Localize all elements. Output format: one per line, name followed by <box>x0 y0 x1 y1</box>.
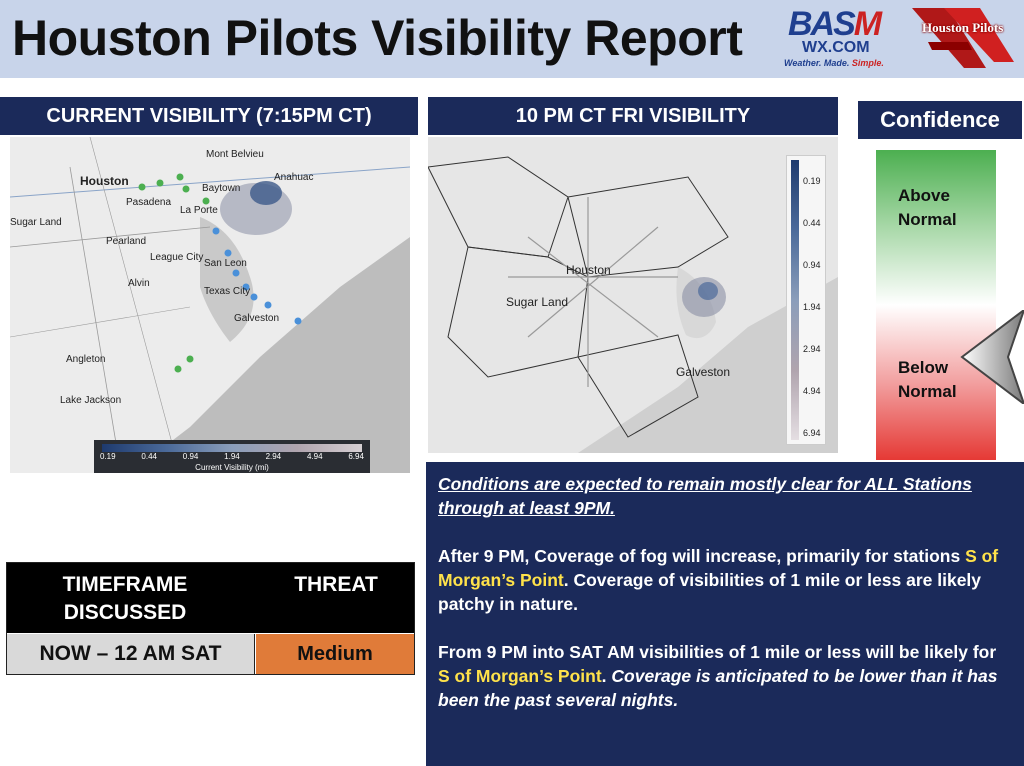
houston-pilots-logo-mark <box>912 8 1014 68</box>
legend-tick: 4.94 <box>803 386 821 396</box>
map-label: Alvin <box>128 278 150 289</box>
map-label: Galveston <box>676 365 731 379</box>
map-label: Lake Jackson <box>60 395 122 406</box>
map-label: Galveston <box>234 313 280 324</box>
confidence-above-label: Above Normal <box>898 186 957 229</box>
page-title: Houston Pilots Visibility Report <box>12 10 743 66</box>
discussion-paragraph-3: From 9 PM into SAT AM visibilities of 1 … <box>438 640 1012 712</box>
threat-column-header: THREAT <box>294 573 378 596</box>
header: Houston Pilots Visibility Report BASM WX… <box>0 0 1024 78</box>
map-label: League City <box>150 252 204 263</box>
confidence-banner: Confidence <box>858 101 1022 139</box>
map-label: Mont Belvieu <box>206 149 264 160</box>
legend-tick: 4.94 <box>306 452 323 461</box>
basm-logo-tagline: Weather. Made. Simple. <box>784 58 884 68</box>
map-label: San Leon <box>204 258 247 269</box>
legend-tick: 6.94 <box>348 452 364 461</box>
legend-color-bar <box>102 444 362 452</box>
legend-tick: 2.94 <box>803 344 821 354</box>
legend-tick: 2.94 <box>265 452 282 461</box>
map-label: Pasadena <box>126 197 172 208</box>
basm-logo-wordmark: BASM <box>788 5 882 43</box>
legend-tick: 0.19 <box>100 452 116 461</box>
timeframe-column-header: TIMEFRAME DISCUSSED <box>62 573 188 624</box>
discussion-text: . Coverage of visibilities of 1 mile or … <box>438 570 982 614</box>
map-label: Pearland <box>106 236 147 247</box>
map-label: Angleton <box>66 354 106 365</box>
current-visibility-banner: CURRENT VISIBILITY (7:15PM CT) <box>0 97 418 135</box>
map-label: Texas City <box>204 286 251 297</box>
forecast-visibility-map: Houston Sugar Land Galveston 0.19 0.44 0… <box>428 137 838 453</box>
current-map-graphic <box>10 137 410 473</box>
legend-ticks: 0.19 0.44 0.94 1.94 2.94 4.94 6.94 <box>100 452 364 461</box>
location-highlight: S of Morgan’s Point <box>438 546 999 590</box>
map-label: Houston <box>80 174 129 188</box>
timeframe-cell: NOW – 12 AM SAT <box>7 634 255 674</box>
legend-tick: 1.94 <box>224 452 240 461</box>
forecast-visibility-banner: 10 PM CT FRI VISIBILITY <box>428 97 838 135</box>
confidence-gradient <box>876 150 996 460</box>
confidence-below-label: Below Normal <box>898 358 957 401</box>
basm-logo-domain: WX.COM <box>802 39 870 56</box>
legend-tick: 0.94 <box>182 452 199 461</box>
houston-pilots-logo: Houston Pilots <box>908 2 1020 74</box>
discussion-italic-note: Coverage is anticipated to be lower than… <box>438 666 998 710</box>
discussion-text: . <box>601 666 612 686</box>
location-highlight: S of Morgan’s Point <box>438 666 602 686</box>
houston-pilots-logo-text: Houston Pilots <box>922 20 1004 35</box>
current-visibility-legend: 0.19 0.44 0.94 1.94 2.94 4.94 6.94 Curre… <box>94 440 370 473</box>
map-label: Sugar Land <box>506 295 569 309</box>
legend-tick: 6.94 <box>803 428 821 438</box>
map-label: La Porte <box>180 205 218 216</box>
timeframe-threat-table: TIMEFRAME DISCUSSED THREAT NOW – 12 AM S… <box>6 562 415 675</box>
legend-caption: Current Visibility (mi) <box>195 463 269 472</box>
legend-tick: 0.19 <box>803 176 821 186</box>
map-label: Sugar Land <box>10 217 62 228</box>
legend-color-bar <box>791 160 799 440</box>
discussion-panel: Conditions are expected to remain mostly… <box>426 462 1024 766</box>
basm-logo: BASM WX.COM Weather. Made. Simple. <box>784 6 904 70</box>
map-label: Houston <box>566 263 611 277</box>
discussion-lead: Conditions are expected to remain mostly… <box>438 474 972 518</box>
map-label: Anahuac <box>274 172 314 183</box>
current-visibility-map: Mont Belvieu Houston Baytown Anahuac Pas… <box>10 137 410 473</box>
legend-tick: 0.44 <box>803 218 821 228</box>
table-header-row: TIMEFRAME DISCUSSED THREAT <box>7 563 414 633</box>
forecast-map-graphic <box>428 156 838 453</box>
legend-tick: 1.94 <box>803 302 821 312</box>
discussion-paragraph-2: After 9 PM, Coverage of fog will increas… <box>438 544 1012 616</box>
map-label: Baytown <box>202 183 241 194</box>
legend-tick: 0.94 <box>803 260 821 270</box>
discussion-text: After 9 PM, Coverage of fog will increas… <box>438 546 966 566</box>
legend-tick: 0.44 <box>141 452 157 461</box>
discussion-text: From 9 PM into SAT AM visibilities of 1 … <box>438 642 997 662</box>
threat-level-cell: Medium <box>256 634 414 674</box>
confidence-pointer-icon <box>960 310 1024 404</box>
forecast-visibility-legend: 0.19 0.44 0.94 1.94 2.94 4.94 6.94 <box>786 155 826 445</box>
